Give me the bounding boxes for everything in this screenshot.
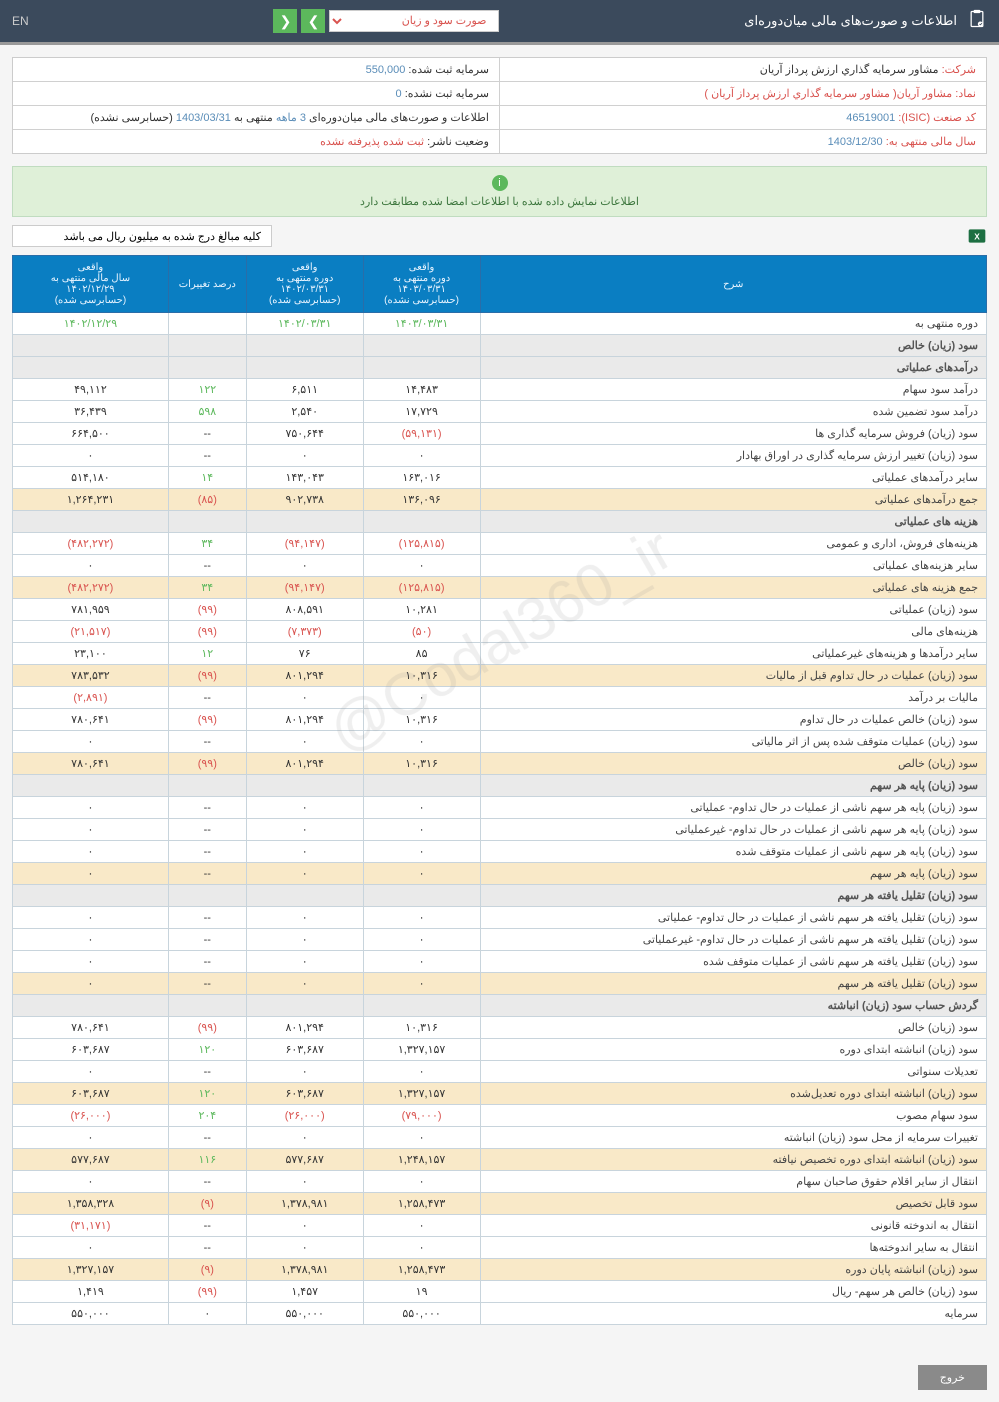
table-row: تعدیلات سنواتی۰۰--۰ [13,1061,987,1083]
table-row: مالیات بر درآمد۰۰--(۲,۸۹۱) [13,687,987,709]
currency-note [12,225,272,247]
table-row: انتقال به سایر اندوخته‌ها۰۰--۰ [13,1237,987,1259]
top-header: اطلاعات و صورت‌های مالی میان‌دوره‌ای صور… [0,0,999,42]
confirm-banner: i اطلاعات نمایش داده شده با اطلاعات امضا… [12,166,987,217]
table-row: انتقال از سایر اقلام حقوق صاحبان سهام۰۰-… [13,1171,987,1193]
table-row: سود (زیان) انباشته ابتدای دوره۱,۳۲۷,۱۵۷۶… [13,1039,987,1061]
table-row: تغییرات سرمایه از محل سود (زیان) انباشته… [13,1127,987,1149]
table-row: درآمد سود سهام۱۴,۴۸۳۶,۵۱۱۱۲۲۴۹,۱۱۲ [13,379,987,401]
table-row: سود (زیان) تقلیل یافته هر سهم ناشی از عم… [13,951,987,973]
report-audit: (حسابرسی نشده) [90,112,172,124]
nav-next-button[interactable]: ❯ [301,9,325,33]
status-value: ثبت شده پذیرفته نشده [320,136,424,148]
symbol-value: مشاور آریان( مشاور سرمایه گذاري ارزش پرد… [704,88,952,100]
capital-reg-label: سرمایه ثبت شده: [408,64,489,76]
table-row: سود (زیان) تقلیل یافته هر سهم ناشی از عم… [13,907,987,929]
table-row: سود سهام مصوب(۷۹,۰۰۰)(۲۶,۰۰۰)۲۰۴(۲۶,۰۰۰) [13,1105,987,1127]
exit-button[interactable]: خروج [918,1365,987,1390]
info-panel: شرکت: مشاور سرمایه گذاري ارزش پرداز آریا… [12,57,987,154]
col-year: واقعیسال مالی منتهی به۱۴۰۲/۱۲/۲۹(حسابرسی… [13,256,169,313]
table-row: سود (زیان) پایه هر سهم [13,775,987,797]
table-row: سود (زیان) فروش سرمایه گذاری ها(۵۹,۱۳۱)۷… [13,423,987,445]
table-row: سود قابل تخصیص۱,۲۵۸,۴۷۳۱,۳۷۸,۹۸۱(۹)۱,۳۵۸… [13,1193,987,1215]
table-row: سود (زیان) انباشته پایان دوره۱,۲۵۸,۴۷۳۱,… [13,1259,987,1281]
status-label: وضعیت ناشر: [427,136,489,148]
info-icon: i [492,175,508,191]
clipboard-icon [967,9,987,33]
table-row: سود (زیان) تقلیل یافته هر سهم۰۰--۰ [13,973,987,995]
table-row: هزینه‌های مالی(۵۰)(۷,۳۷۳)(۹۹)(۲۱,۵۱۷) [13,621,987,643]
company-value: مشاور سرمایه گذاري ارزش پرداز آریان [760,64,939,76]
table-row: جمع هزینه های عملیاتی(۱۲۵,۸۱۵)(۹۴,۱۴۷)۳۴… [13,577,987,599]
capital-unreg-value: 0 [396,88,402,100]
col-desc: شرح [480,256,986,313]
table-row: سود (زیان) خالص۱۰,۳۱۶۸۰۱,۲۹۴(۹۹)۷۸۰,۶۴۱ [13,1017,987,1039]
table-row: سایر درآمدهای عملیاتی۱۶۳,۰۱۶۱۴۳,۰۴۳۱۴۵۱۴… [13,467,987,489]
table-row: سود (زیان) خالص عملیات در حال تداوم۱۰,۳۱… [13,709,987,731]
table-row: سایر درآمدها و هزینه‌های غیرعملیاتی۸۵۷۶۱… [13,643,987,665]
col-period2: واقعیدوره منتهی به۱۴۰۲/۰۳/۳۱(حسابرسی شده… [246,256,363,313]
table-row: سود (زیان) تقلیل یافته هر سهم ناشی از عم… [13,929,987,951]
table-row: درآمد سود تضمین شده۱۷,۷۲۹۲,۵۴۰۵۹۸۳۶,۴۳۹ [13,401,987,423]
capital-reg-value: 550,000 [366,64,406,76]
symbol-label: نماد: [955,88,976,100]
table-row: سود (زیان) عملیاتی۱۰,۲۸۱۸۰۸,۵۹۱(۹۹)۷۸۱,۹… [13,599,987,621]
nav-prev-button[interactable]: ❮ [273,9,297,33]
table-row: هزینه‌های فروش، اداری و عمومی(۱۲۵,۸۱۵)(۹… [13,533,987,555]
year-value: 1403/12/30 [828,136,883,148]
table-row: سود (زیان) پایه هر سهم ناشی از عملیات در… [13,819,987,841]
table-row: سود (زیان) پایه هر سهم ناشی از عملیات مت… [13,841,987,863]
table-row: سود (زیان) انباشته ابتدای دوره تعدیل‌شده… [13,1083,987,1105]
table-row: سود (زیان) تقلیل یافته هر سهم [13,885,987,907]
table-row: سود (زیان) عملیات متوقف شده پس از اثر ما… [13,731,987,753]
language-toggle[interactable]: EN [12,14,29,28]
financial-table: شرح واقعیدوره منتهی به۱۴۰۳/۰۳/۳۱(حسابرسی… [12,255,987,1325]
header-divider [0,42,999,45]
table-row: درآمدهای عملیاتی [13,357,987,379]
table-row: سود (زیان) پایه هر سهم۰۰--۰ [13,863,987,885]
table-row: هزینه های عملیاتی [13,511,987,533]
table-row: انتقال به اندوخته قانونی۰۰--(۳۱,۱۷۱) [13,1215,987,1237]
page-title: اطلاعات و صورت‌های مالی میان‌دوره‌ای [744,13,957,29]
report-label: اطلاعات و صورت‌های مالی میان‌دوره‌ای [309,112,489,124]
report-type-select[interactable]: صورت سود و زیان [329,10,499,32]
table-row: دوره منتهی به۱۴۰۳/۰۳/۳۱۱۴۰۲/۰۳/۳۱۱۴۰۲/۱۲… [13,313,987,335]
confirm-text: اطلاعات نمایش داده شده با اطلاعات امضا ش… [360,196,639,208]
table-row: سود (زیان) خالص [13,335,987,357]
table-row: سود (زیان) خالص هر سهم- ریال۱۹۱,۴۵۷(۹۹)۱… [13,1281,987,1303]
capital-unreg-label: سرمایه ثبت نشده: [405,88,489,100]
isic-value: 46519001 [846,112,895,124]
year-label: سال مالی منتهی به: [886,136,976,148]
company-label: شرکت: [942,64,976,76]
report-period: 3 ماهه [276,112,306,124]
col-change: درصد تغییرات [168,256,246,313]
table-row: سود (زیان) خالص۱۰,۳۱۶۸۰۱,۲۹۴(۹۹)۷۸۰,۶۴۱ [13,753,987,775]
svg-text:X: X [974,231,980,241]
table-row: سود (زیان) تغییر ارزش سرمایه گذاری در او… [13,445,987,467]
table-row: سرمایه۵۵۰,۰۰۰۵۵۰,۰۰۰۰۵۵۰,۰۰۰ [13,1303,987,1325]
table-row: سود (زیان) پایه هر سهم ناشی از عملیات در… [13,797,987,819]
table-row: جمع درآمدهای عملیاتی۱۳۶,۰۹۶۹۰۲,۷۳۸(۸۵)۱,… [13,489,987,511]
table-row: گردش حساب سود (زیان) انباشته [13,995,987,1017]
col-period1: واقعیدوره منتهی به۱۴۰۳/۰۳/۳۱(حسابرسی نشد… [363,256,480,313]
report-date: 1403/03/31 [176,112,231,124]
isic-label: کد صنعت (ISIC): [898,112,976,124]
table-row: سود (زیان) انباشته ابتدای دوره تخصیص نیا… [13,1149,987,1171]
table-row: سایر هزینه‌های عملیاتی۰۰--۰ [13,555,987,577]
table-row: سود (زیان) عملیات در حال تداوم قبل از ما… [13,665,987,687]
excel-export-icon[interactable]: X [967,226,987,246]
report-end: منتهی به [234,112,273,124]
